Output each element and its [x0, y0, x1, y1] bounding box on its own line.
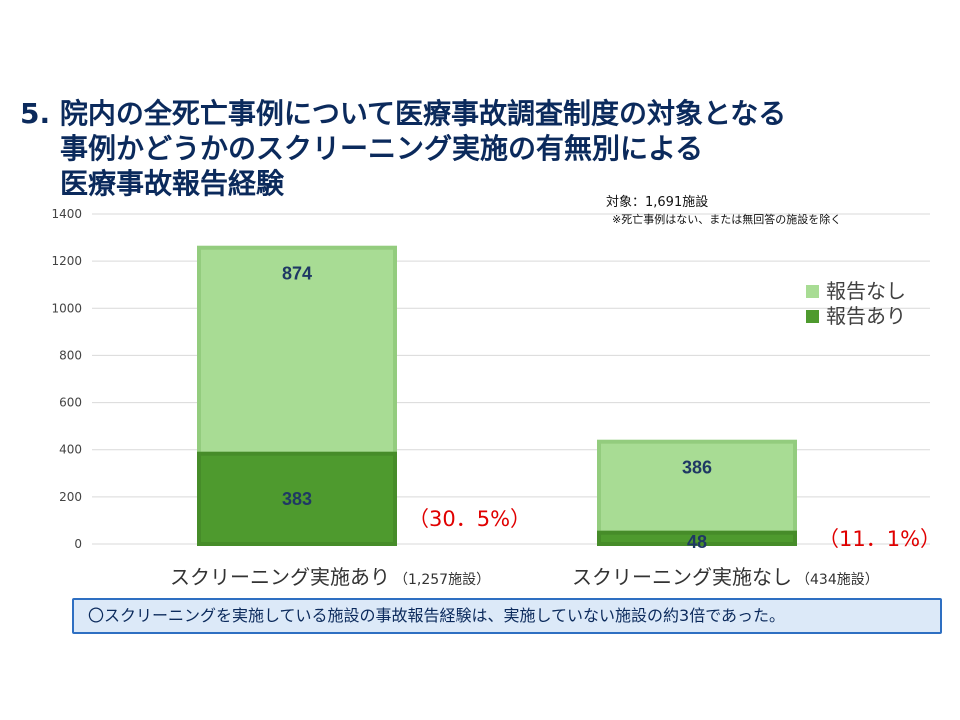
stacked-bar-chart: 0 200 400 600 800 1000 1200 1400 874 383 （30．5%） スク…: [51, 207, 941, 589]
percent-label: （11．1%）: [818, 527, 941, 551]
bar-not-reported: [197, 245, 397, 456]
page-title: 5. 院内の全死亡事例について医療事故調査制度の対象となる 事例かどうかのスクリ…: [20, 96, 950, 201]
legend-swatch: [806, 310, 819, 323]
y-tick-label: 600: [59, 396, 82, 410]
title-line-1: 5. 院内の全死亡事例について医療事故調査制度の対象となる: [20, 97, 787, 130]
bar-reported: [197, 451, 397, 547]
category-label: スクリーニング実施あり: [170, 565, 390, 589]
legend-label: 報告あり: [826, 304, 906, 328]
data-label-not-reported: 874: [282, 264, 312, 284]
target-count-text: 対象：1,691施設: [606, 195, 709, 210]
data-label-reported: 383: [282, 489, 312, 509]
y-tick-label: 200: [59, 490, 82, 504]
legend-label: 報告なし: [826, 279, 906, 303]
title-line-2: 事例かどうかのスクリーニング実施の有無別による: [60, 132, 704, 165]
bar-reported: [597, 530, 797, 547]
summary-box: 〇スクリーニングを実施している施設の事故報告経験は、実施していない施設の約3倍で…: [72, 598, 942, 634]
data-label-reported: 48: [687, 532, 707, 552]
y-tick-label: 800: [59, 348, 82, 362]
data-label-not-reported: 386: [682, 458, 712, 478]
y-tick-label: 400: [59, 443, 82, 457]
category-count-label: （434施設）: [796, 572, 879, 588]
bar-not-reported: [597, 439, 797, 535]
category-count-label: （1,257施設）: [394, 572, 490, 588]
legend-swatch: [806, 285, 819, 298]
title-line-3: 医療事故報告経験: [60, 167, 285, 200]
y-tick-label: 1400: [51, 207, 82, 221]
target-note: 対象：1,691施設 ※死亡事例はない、または無回答の施設を除く: [606, 194, 841, 227]
category-label: スクリーニング実施なし: [572, 565, 792, 589]
y-tick-label: 1000: [51, 301, 82, 315]
exclusion-note-text: ※死亡事例はない、または無回答の施設を除く: [612, 213, 842, 226]
y-tick-label: 1200: [51, 254, 82, 268]
percent-label: （30．5%）: [408, 507, 531, 531]
y-tick-label: 0: [74, 537, 82, 551]
